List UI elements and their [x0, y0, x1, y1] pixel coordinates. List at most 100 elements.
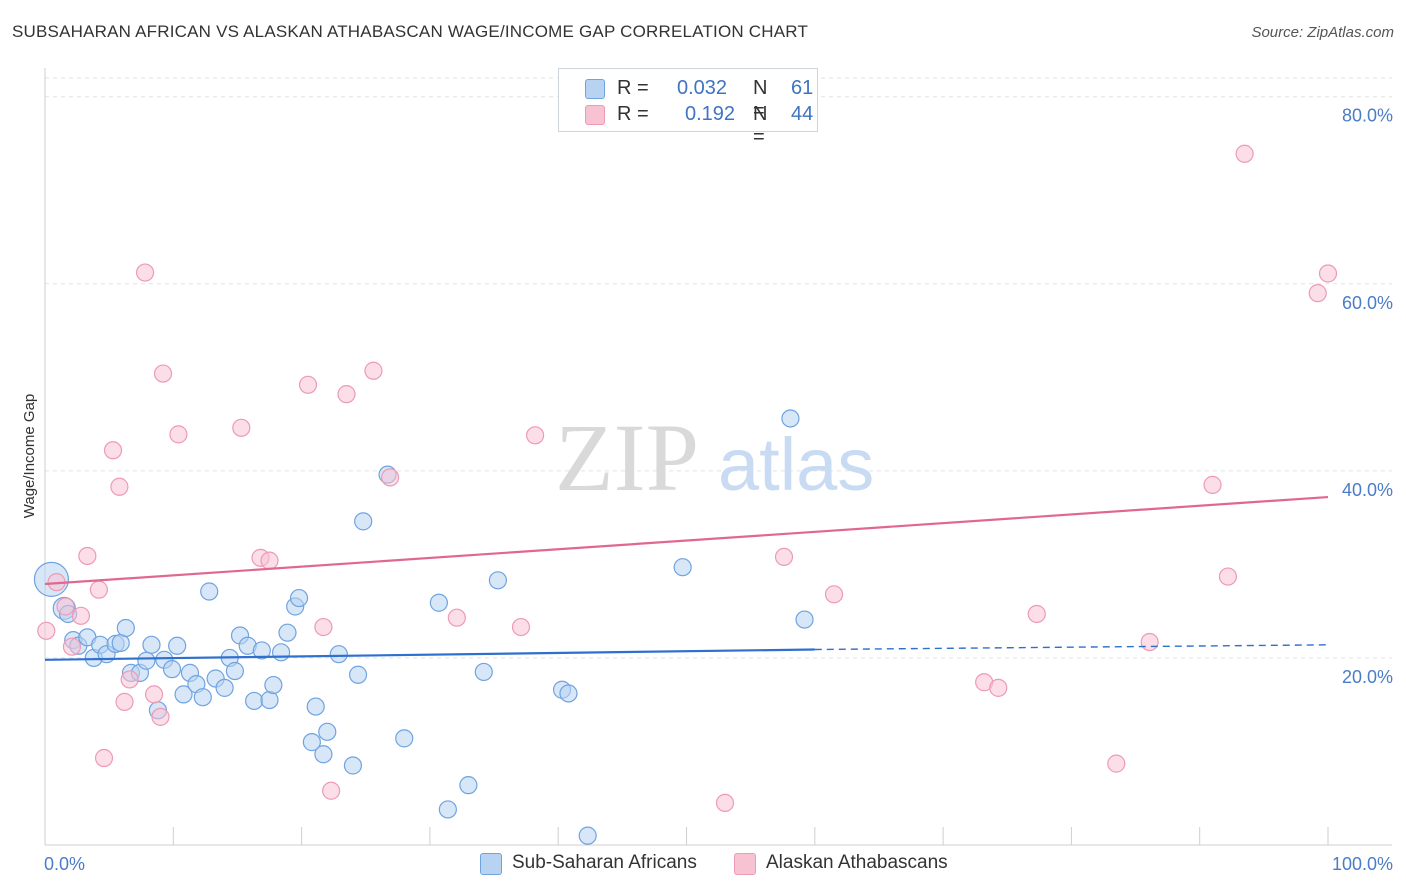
point-sub-saharan	[343, 756, 363, 775]
point-athabascan	[1203, 475, 1222, 494]
point-athabascan	[447, 608, 466, 627]
point-athabascan	[381, 468, 400, 487]
legend-n-label: N =	[753, 77, 768, 122]
legend-label-athabascan: Alaskan Athabascans	[766, 852, 948, 873]
point-sub-saharan	[438, 800, 457, 819]
point-athabascan	[153, 364, 173, 383]
point-athabascan	[260, 551, 279, 570]
point-athabascan	[1318, 264, 1338, 283]
point-sub-saharan	[429, 593, 448, 612]
correlation-legend: R = 0.032 N = 61 R = 0.192 N = 44	[558, 68, 818, 148]
point-sub-saharan	[162, 660, 182, 679]
point-athabascan	[1218, 567, 1238, 586]
point-sub-saharan	[395, 729, 414, 748]
legend-n-value: 44	[791, 103, 814, 125]
point-athabascan	[103, 441, 123, 460]
point-sub-saharan	[329, 645, 348, 664]
point-sub-saharan	[193, 688, 212, 707]
point-athabascan	[135, 263, 155, 282]
point-athabascan	[337, 385, 356, 404]
legend-r-value: 0.192	[685, 103, 736, 125]
point-athabascan	[62, 637, 82, 656]
trend-line-sub-saharan	[44, 648, 815, 661]
chart-title: SUBSAHARAN AFRICAN VS ALASKAN ATHABASCAN…	[12, 22, 809, 41]
y-tick-label: 40.0%	[1342, 480, 1393, 500]
point-sub-saharan	[116, 618, 135, 638]
y-axis-label: Wage/Income Gap	[21, 394, 38, 519]
point-athabascan	[169, 425, 188, 444]
point-sub-saharan	[271, 643, 291, 662]
point-sub-saharan	[488, 571, 507, 590]
point-sub-saharan	[225, 661, 244, 681]
point-athabascan	[989, 678, 1008, 697]
point-athabascan	[322, 781, 341, 800]
point-athabascan	[1235, 144, 1254, 163]
legend-r-value: 0.032	[677, 77, 728, 99]
point-athabascan	[511, 617, 531, 637]
trend-line-sub-saharan-projection	[814, 644, 1329, 651]
point-sub-saharan	[781, 409, 800, 428]
point-athabascan	[364, 361, 383, 380]
point-sub-saharan	[348, 665, 368, 684]
point-sub-saharan	[578, 826, 597, 845]
point-sub-saharan	[260, 690, 279, 710]
point-sub-saharan	[795, 610, 814, 629]
point-sub-saharan	[264, 675, 283, 695]
y-tick-label: 60.0%	[1342, 293, 1393, 313]
point-sub-saharan	[142, 635, 161, 654]
trend-line-athabascan	[44, 495, 1329, 586]
y-tick-label: 80.0%	[1342, 106, 1393, 126]
watermark: ZIP atlas	[555, 404, 874, 511]
point-sub-saharan	[289, 588, 309, 608]
point-athabascan	[824, 585, 844, 604]
point-athabascan	[37, 621, 56, 640]
point-athabascan	[144, 685, 164, 704]
legend-label-sub-saharan: Sub-Saharan Africans	[512, 852, 697, 873]
series-athabascan-points	[37, 144, 1338, 813]
point-sub-saharan	[314, 745, 333, 764]
legend-swatch-blue	[585, 79, 605, 99]
point-athabascan	[774, 547, 794, 567]
point-sub-saharan	[302, 733, 321, 752]
point-athabascan	[94, 748, 114, 768]
point-athabascan	[1140, 632, 1159, 652]
tick-labels: 20.0% 40.0% 60.0% 80.0% 0.0% 100.0%	[44, 106, 1393, 874]
point-athabascan	[526, 426, 545, 445]
point-athabascan	[110, 477, 129, 496]
point-sub-saharan	[459, 776, 478, 795]
trend-lines	[44, 495, 1329, 661]
point-sub-saharan	[245, 691, 264, 711]
legend-swatch-blue	[480, 853, 502, 875]
watermark-atlas: atlas	[718, 423, 874, 506]
point-sub-saharan	[318, 722, 337, 741]
point-athabascan	[78, 546, 97, 566]
y-tick-label: 20.0%	[1342, 667, 1393, 687]
point-athabascan	[120, 670, 139, 689]
point-sub-saharan	[673, 558, 692, 577]
point-sub-saharan	[559, 684, 578, 703]
point-athabascan	[1308, 284, 1327, 303]
x-tick-label-max: 100.0%	[1332, 854, 1393, 874]
point-sub-saharan	[215, 678, 234, 697]
point-sub-saharan	[137, 651, 156, 670]
point-athabascan	[314, 617, 333, 637]
axes	[44, 68, 1392, 846]
point-sub-saharan	[200, 582, 219, 601]
source-label: Source: ZipAtlas.com	[1251, 24, 1394, 41]
point-athabascan	[56, 597, 75, 616]
point-sub-saharan	[474, 662, 493, 682]
legend-n-label: N =	[753, 103, 768, 148]
point-athabascan	[115, 692, 134, 711]
legend-r-label: R =	[617, 103, 649, 125]
point-athabascan	[151, 707, 170, 726]
point-athabascan	[89, 580, 108, 599]
legend-n-value: 61	[791, 77, 814, 99]
legend-r-label: R =	[617, 77, 649, 99]
point-athabascan	[1027, 604, 1046, 624]
point-sub-saharan	[306, 697, 325, 716]
point-sub-saharan	[278, 623, 297, 642]
point-sub-saharan	[168, 636, 187, 655]
watermark-zip: ZIP	[555, 404, 699, 511]
point-athabascan	[715, 793, 735, 813]
